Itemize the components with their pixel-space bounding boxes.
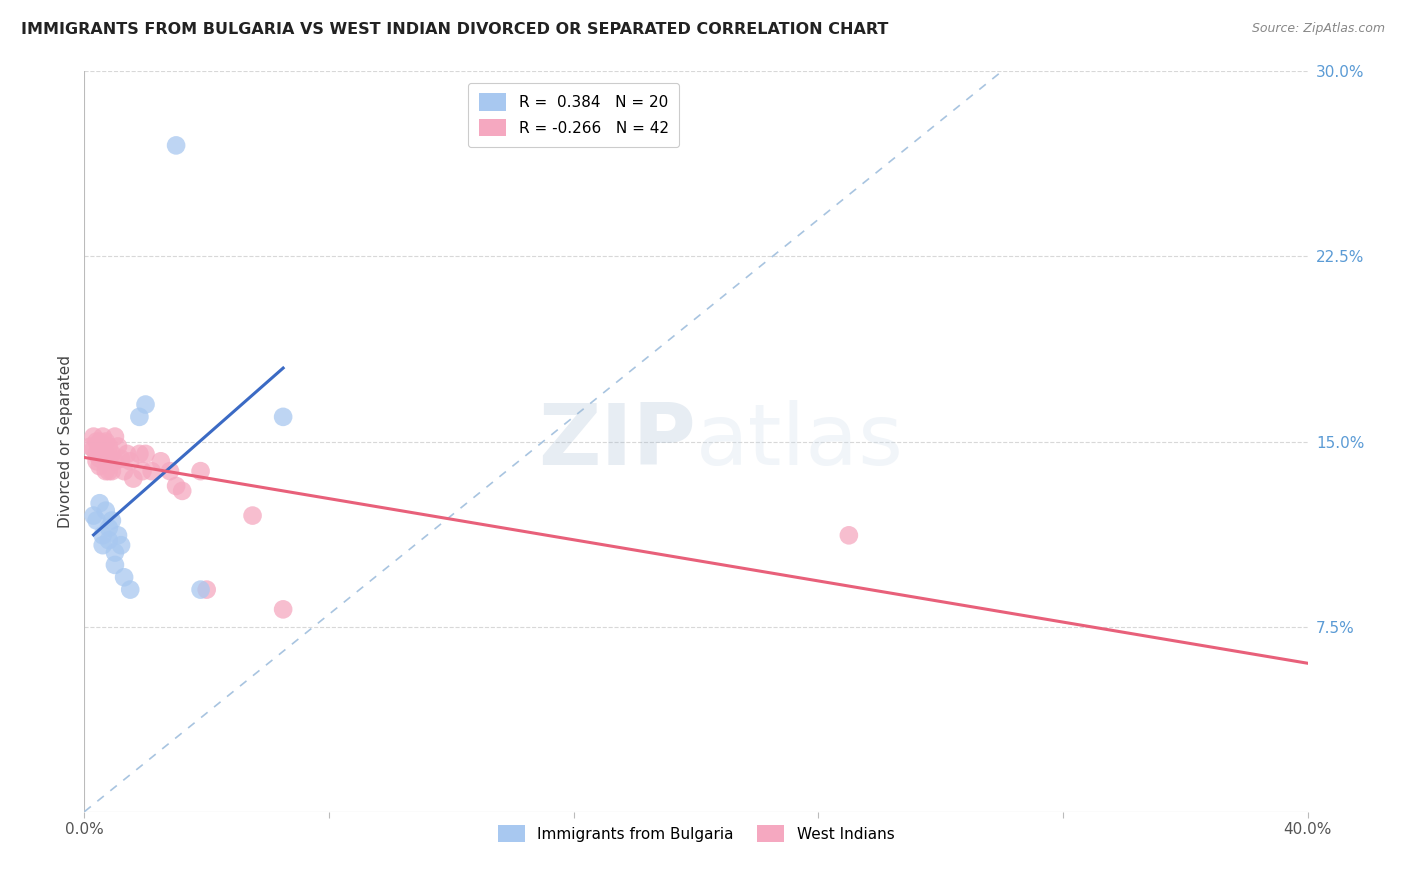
Point: [135, 447, 157, 461]
Point: [131, 464, 153, 478]
Point: [89, 496, 111, 510]
Point: [110, 451, 132, 466]
Point: [91, 538, 114, 552]
Point: [97, 451, 120, 466]
Point: [89, 442, 111, 456]
Point: [86, 447, 108, 461]
Point: [141, 464, 163, 478]
Point: [172, 483, 194, 498]
Point: [104, 558, 127, 572]
Point: [135, 398, 157, 412]
Point: [97, 533, 120, 548]
Point: [97, 464, 120, 478]
Point: [242, 508, 264, 523]
Point: [91, 447, 114, 461]
Point: [159, 464, 181, 478]
Point: [104, 546, 127, 560]
Point: [271, 602, 294, 616]
Point: [83, 508, 105, 523]
Point: [107, 440, 129, 454]
Point: [120, 454, 142, 468]
Point: [122, 471, 145, 485]
Point: [128, 447, 150, 461]
Point: [165, 138, 187, 153]
Point: [91, 429, 114, 443]
Y-axis label: Divorced or Separated: Divorced or Separated: [58, 355, 73, 528]
Point: [101, 514, 124, 528]
Point: [112, 464, 135, 478]
Point: [271, 409, 294, 424]
Point: [94, 447, 117, 461]
Point: [89, 434, 111, 449]
Point: [86, 454, 108, 468]
Point: [97, 440, 120, 454]
Point: [190, 582, 212, 597]
Point: [128, 409, 150, 424]
Point: [97, 521, 120, 535]
Point: [83, 429, 105, 443]
Point: [91, 440, 114, 454]
Text: IMMIGRANTS FROM BULGARIA VS WEST INDIAN DIVORCED OR SEPARATED CORRELATION CHART: IMMIGRANTS FROM BULGARIA VS WEST INDIAN …: [21, 22, 889, 37]
Point: [104, 454, 127, 468]
Point: [94, 503, 117, 517]
Point: [79, 440, 101, 454]
Point: [838, 528, 860, 542]
Point: [94, 434, 117, 449]
Point: [89, 459, 111, 474]
Point: [195, 582, 218, 597]
Point: [83, 442, 105, 456]
Point: [190, 464, 212, 478]
Point: [112, 570, 135, 584]
Point: [165, 479, 187, 493]
Text: ZIP: ZIP: [538, 400, 696, 483]
Legend: Immigrants from Bulgaria, West Indians: Immigrants from Bulgaria, West Indians: [492, 819, 900, 848]
Point: [120, 582, 142, 597]
Point: [89, 451, 111, 466]
Point: [110, 538, 132, 552]
Point: [86, 514, 108, 528]
Point: [94, 464, 117, 478]
Point: [101, 447, 124, 461]
Text: atlas: atlas: [696, 400, 904, 483]
Point: [86, 434, 108, 449]
Text: Source: ZipAtlas.com: Source: ZipAtlas.com: [1251, 22, 1385, 36]
Point: [107, 528, 129, 542]
Point: [149, 454, 172, 468]
Point: [104, 429, 127, 443]
Point: [115, 447, 138, 461]
Point: [91, 528, 114, 542]
Point: [101, 464, 124, 478]
